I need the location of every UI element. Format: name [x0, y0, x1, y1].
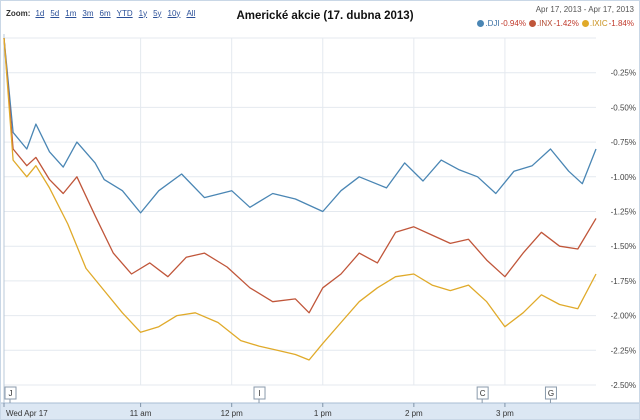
legend-change-ixic: -1.84%	[608, 19, 634, 28]
legend-dot-inx	[528, 20, 536, 27]
x-tick-label: 12 pm	[221, 409, 244, 418]
flag-box	[544, 386, 557, 400]
legend-dot-dji	[477, 20, 485, 27]
zoom-label: Zoom:	[6, 8, 31, 18]
y-tick-label: -1.75%	[611, 277, 636, 286]
flag-box	[253, 386, 266, 400]
flag-box	[4, 386, 17, 400]
zoom-1m[interactable]: 1m	[65, 8, 77, 18]
y-tick-label: -1.00%	[611, 173, 636, 182]
zoom-ytd[interactable]: YTD	[116, 8, 133, 18]
x-tick-label: Wed Apr 17	[6, 409, 48, 418]
series-line-dji	[3, 37, 597, 214]
y-tick-label: -0.75%	[611, 138, 636, 147]
series-line-inx	[3, 37, 597, 314]
y-tick-label: -1.50%	[611, 242, 636, 251]
zoom-6m[interactable]: 6m	[99, 8, 111, 18]
x-tick-label: 3 pm	[496, 409, 514, 418]
legend-dot-ixic	[581, 20, 589, 27]
date-range-separator: -	[581, 5, 589, 14]
series-line-ixic	[3, 37, 597, 361]
legend: .DJI -0.94% .INX -1.42% .IXIC -1.84%	[474, 19, 634, 28]
flag-letter: C	[480, 389, 486, 398]
flag-letter: G	[548, 389, 554, 398]
flag-letter: J	[9, 389, 13, 398]
zoom-1y[interactable]: 1y	[138, 8, 148, 18]
legend-item-ixic[interactable]: .IXIC -1.84%	[581, 19, 634, 28]
x-tick-label: 2 pm	[405, 409, 423, 418]
y-tick-label: -1.25%	[611, 208, 636, 217]
legend-item-inx[interactable]: .INX -1.42%	[528, 19, 579, 28]
chart-title: Americké akcie (17. dubna 2013)	[236, 10, 414, 22]
zoom-bar: Zoom: 1d 5d 1m 3m 6m YTD 1y 5y 10y All	[6, 6, 201, 20]
zoom-all[interactable]: All	[186, 8, 196, 18]
flag-box	[476, 386, 489, 400]
y-tick-label: -2.00%	[611, 312, 636, 321]
y-tick-label: -2.50%	[611, 381, 636, 390]
y-tick-label: -0.25%	[611, 69, 636, 78]
zoom-10y[interactable]: 10y	[167, 8, 181, 18]
date-range-end: Apr 17, 2013	[588, 5, 634, 14]
zoom-5y[interactable]: 5y	[153, 8, 162, 18]
legend-change-inx: -1.42%	[553, 19, 579, 28]
legend-item-dji[interactable]: .DJI -0.94%	[477, 19, 526, 28]
x-tick-label: 11 am	[130, 409, 152, 418]
x-axis-band	[1, 403, 639, 419]
y-tick-label: -2.25%	[611, 346, 636, 355]
y-tick-label: -0.50%	[611, 103, 636, 112]
zoom-1d[interactable]: 1d	[35, 8, 45, 18]
legend-name-inx: .INX	[536, 19, 553, 28]
flag-letter: I	[258, 389, 260, 398]
legend-change-dji: -0.94%	[500, 19, 526, 28]
legend-name-ixic: .IXIC	[589, 19, 608, 28]
date-range-start: Apr 17, 2013	[535, 5, 582, 14]
date-range[interactable]: Apr 17, 2013 - Apr 17, 2013	[536, 5, 634, 14]
zoom-3m[interactable]: 3m	[82, 8, 94, 18]
zoom-5d[interactable]: 5d	[50, 8, 60, 18]
x-tick-label: 1 pm	[314, 409, 332, 418]
legend-name-dji: .DJI	[485, 19, 500, 28]
